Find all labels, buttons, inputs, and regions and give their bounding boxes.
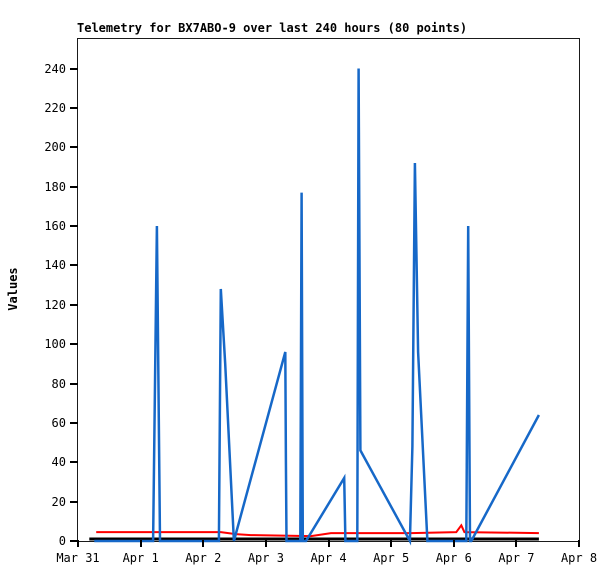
x-axis-tick	[390, 540, 393, 547]
x-axis-tick	[452, 540, 455, 547]
y-axis-tick	[70, 421, 78, 424]
series-red-telemetry-channel	[96, 523, 539, 538]
y-axis-tick	[70, 146, 78, 149]
y-axis-tick-label: 20	[51, 494, 66, 509]
x-axis-tick-label: Apr 4	[310, 551, 347, 565]
y-axis-tick-label: 60	[51, 415, 66, 430]
x-axis-tick-label: Apr 5	[373, 551, 410, 565]
y-axis-tick	[70, 382, 78, 385]
y-axis-tick	[70, 67, 78, 70]
plot-area: 0 20 40 60 80 100 120 140 160 180 200 220 240 Mar 31 A…	[44, 38, 597, 565]
x-axis-tick-label: Apr 3	[247, 551, 284, 565]
x-axis-tick-label: Apr 7	[498, 551, 535, 565]
x-axis-tick-label: Apr 6	[435, 551, 472, 565]
y-axis-tick-label: 240	[44, 61, 66, 76]
x-axis-tick-label: Apr 1	[122, 551, 159, 565]
x-axis-tick	[202, 540, 205, 547]
y-axis-tick	[70, 303, 78, 306]
x-axis-tick-label: Apr 8	[560, 551, 598, 565]
y-axis-tick-label: 120	[44, 297, 66, 312]
x-axis-tick-label: Apr 2	[185, 551, 222, 565]
y-axis-tick	[70, 106, 78, 109]
y-axis-tick-label: 40	[51, 455, 66, 470]
y-axis-tick	[70, 264, 78, 267]
x-axis-tick	[77, 540, 79, 547]
y-axis-tick	[70, 461, 78, 464]
y-axis-tick-label: 180	[44, 179, 66, 194]
chart-title: Telemetry for BX7ABO-9 over last 240 hou…	[77, 21, 468, 35]
y-axis-title: Values	[6, 267, 20, 311]
y-axis-tick	[70, 540, 78, 542]
y-axis-tick	[70, 500, 78, 503]
plot-svg	[89, 68, 541, 546]
y-axis-tick-label: 160	[44, 219, 66, 234]
x-axis-tick	[515, 540, 518, 547]
y-axis-tick	[70, 225, 78, 228]
y-axis-tick	[70, 185, 78, 188]
x-axis-tick	[327, 540, 330, 547]
y-axis-tick-label: 140	[44, 258, 66, 273]
y-axis-tick-label: 100	[44, 337, 66, 352]
x-axis-tick	[578, 540, 580, 547]
x-axis-tick	[139, 540, 142, 547]
y-axis-tick-label: 220	[44, 100, 66, 115]
series-blue-telemetry-channel	[94, 68, 541, 546]
x-axis-tick-label: Mar 31	[56, 551, 100, 565]
y-axis-tick-label: 80	[51, 376, 66, 391]
y-axis-tick-label: 0	[58, 534, 66, 548]
y-axis-tick	[70, 343, 78, 346]
x-axis-tick	[264, 540, 267, 547]
y-axis-tick-label: 200	[44, 140, 66, 155]
